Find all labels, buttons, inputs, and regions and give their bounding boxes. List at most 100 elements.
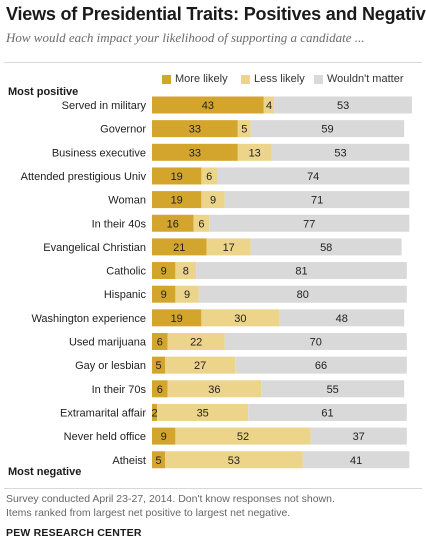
- category-label-catholic: Catholic: [106, 266, 146, 278]
- value-label-wouldnt-matter-business-executive: 53: [334, 147, 346, 159]
- value-label-more-likely-business-executive: 33: [189, 147, 201, 159]
- most-negative-label: Most negative: [8, 466, 82, 478]
- bar-wouldnt-matter-catholic: [196, 262, 407, 280]
- legend-wouldnt-matter-label: Wouldn't matter: [327, 73, 404, 85]
- category-label-evangelical-christian: Evangelical Christian: [43, 242, 146, 254]
- bar-more-likely-evangelical-christian: [152, 238, 207, 256]
- value-label-less-likely-in-their-70s: 36: [208, 384, 220, 396]
- value-label-more-likely-attended-prestigious-univ: 19: [171, 171, 183, 183]
- value-label-less-likely-atheist: 53: [228, 455, 240, 467]
- bar-wouldnt-matter-hispanic: [198, 285, 407, 303]
- bar-less-likely-in-their-70s: [167, 380, 262, 398]
- bar-more-likely-washington-experience: [152, 309, 202, 327]
- bar-wouldnt-matter-gay-or-lesbian: [235, 356, 407, 374]
- value-label-wouldnt-matter-in-their-70s: 55: [327, 384, 339, 396]
- top-divider: [4, 62, 422, 63]
- value-label-wouldnt-matter-gay-or-lesbian: 66: [315, 360, 327, 372]
- category-label-washington-experience: Washington experience: [31, 313, 146, 325]
- value-label-less-likely-catholic: 8: [183, 266, 189, 278]
- footnote-survey: Survey conducted April 23-27, 2014. Don'…: [6, 493, 335, 505]
- bar-less-likely-extramarital-affair: [157, 403, 249, 421]
- value-label-wouldnt-matter-extramarital-affair: 61: [321, 407, 333, 419]
- most-positive-label: Most positive: [8, 86, 79, 98]
- bar-more-likely-in-their-40s: [152, 214, 194, 232]
- bar-more-likely-served-in-military: [152, 96, 264, 114]
- value-label-more-likely-in-their-40s: 16: [167, 218, 179, 230]
- bar-less-likely-evangelical-christian: [206, 238, 251, 256]
- bar-less-likely-business-executive: [237, 143, 272, 161]
- source-credit: PEW RESEARCH CENTER: [6, 527, 142, 539]
- bar-less-likely-woman: [201, 191, 225, 209]
- legend-wouldnt-matter-swatch: [314, 74, 323, 84]
- value-label-less-likely-in-their-40s: 6: [198, 218, 204, 230]
- bar-more-likely-used-marijuana: [152, 333, 168, 350]
- bar-more-likely-gay-or-lesbian: [152, 356, 165, 374]
- category-label-served-in-military: Served in military: [62, 100, 147, 112]
- legend-less-likely-label: Less likely: [254, 73, 305, 85]
- category-label-extramarital-affair: Extramarital affair: [60, 407, 146, 419]
- value-label-more-likely-in-their-70s: 6: [157, 384, 163, 396]
- category-label-in-their-70s: In their 70s: [92, 384, 147, 396]
- bar-less-likely-governor: [237, 120, 251, 138]
- value-label-more-likely-catholic: 9: [161, 266, 167, 278]
- bottom-divider: [4, 488, 422, 489]
- bar-wouldnt-matter-business-executive: [271, 143, 410, 161]
- value-label-less-likely-extramarital-affair: 35: [197, 407, 209, 419]
- bar-wouldnt-matter-extramarital-affair: [248, 403, 407, 421]
- category-label-attended-prestigious-univ: Attended prestigious Univ: [21, 171, 147, 183]
- bar-more-likely-extramarital-affair: [152, 403, 158, 421]
- legend-more-likely-label: More likely: [175, 73, 228, 85]
- value-label-more-likely-atheist: 5: [155, 455, 161, 467]
- bar-wouldnt-matter-served-in-military: [274, 96, 412, 114]
- chart-title: Views of Presidential Traits: Positives …: [6, 4, 426, 24]
- bar-wouldnt-matter-in-their-70s: [261, 380, 405, 398]
- value-label-wouldnt-matter-in-their-40s: 77: [303, 218, 315, 230]
- bar-more-likely-business-executive: [152, 143, 238, 161]
- category-label-governor: Governor: [100, 124, 146, 136]
- legend-more-likely: More likely: [162, 73, 228, 85]
- category-label-in-their-40s: In their 40s: [92, 218, 147, 230]
- bar-less-likely-hispanic: [175, 285, 199, 303]
- value-label-more-likely-hispanic: 9: [161, 289, 167, 301]
- value-label-wouldnt-matter-woman: 71: [311, 195, 323, 207]
- value-label-wouldnt-matter-evangelical-christian: 58: [320, 242, 332, 254]
- bar-more-likely-hispanic: [152, 285, 176, 303]
- value-label-less-likely-washington-experience: 30: [234, 313, 246, 325]
- category-label-hispanic: Hispanic: [104, 289, 147, 301]
- value-label-wouldnt-matter-washington-experience: 48: [336, 313, 348, 325]
- bar-more-likely-never-held-office: [152, 427, 176, 445]
- value-label-more-likely-governor: 33: [189, 124, 201, 136]
- bar-more-likely-governor: [152, 120, 238, 138]
- bar-wouldnt-matter-in-their-40s: [209, 214, 410, 232]
- value-label-wouldnt-matter-hispanic: 80: [297, 289, 309, 301]
- category-label-business-executive: Business executive: [52, 147, 146, 159]
- bar-less-likely-used-marijuana: [167, 333, 225, 350]
- bar-less-likely-atheist: [165, 451, 303, 469]
- bar-more-likely-atheist: [152, 451, 165, 469]
- bar-less-likely-attended-prestigious-univ: [201, 167, 217, 185]
- bar-wouldnt-matter-washington-experience: [279, 309, 405, 327]
- value-label-less-likely-used-marijuana: 22: [190, 337, 202, 349]
- value-label-less-likely-business-executive: 13: [249, 147, 261, 159]
- bar-wouldnt-matter-atheist: [302, 451, 410, 469]
- value-label-wouldnt-matter-attended-prestigious-univ: 74: [307, 171, 319, 183]
- value-label-more-likely-extramarital-affair: 2: [152, 407, 158, 419]
- value-label-more-likely-never-held-office: 9: [161, 431, 167, 443]
- value-label-wouldnt-matter-catholic: 81: [295, 266, 307, 278]
- category-label-never-held-office: Never held office: [64, 431, 146, 443]
- value-label-wouldnt-matter-never-held-office: 37: [353, 431, 365, 443]
- legend-more-likely-swatch: [162, 74, 171, 84]
- value-label-more-likely-served-in-military: 43: [202, 100, 214, 112]
- legend-less-likely-swatch: [241, 74, 250, 84]
- value-label-wouldnt-matter-atheist: 41: [350, 455, 362, 467]
- category-label-woman: Woman: [108, 195, 146, 207]
- bar-wouldnt-matter-used-marijuana: [224, 333, 407, 350]
- value-label-more-likely-gay-or-lesbian: 5: [155, 360, 161, 372]
- value-label-more-likely-evangelical-christian: 21: [173, 242, 185, 254]
- value-label-less-likely-served-in-military: 4: [266, 100, 272, 112]
- legend-less-likely: Less likely: [241, 73, 305, 85]
- value-label-less-likely-woman: 9: [210, 195, 216, 207]
- value-label-less-likely-hispanic: 9: [184, 289, 190, 301]
- bar-wouldnt-matter-governor: [250, 120, 405, 138]
